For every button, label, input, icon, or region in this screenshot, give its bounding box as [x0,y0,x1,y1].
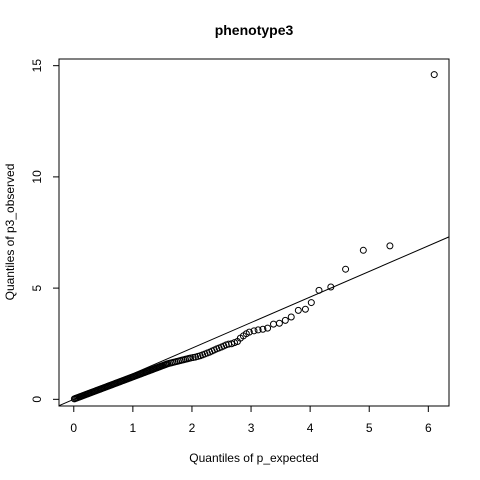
y-axis: 0 5 10 15 [30,59,59,403]
data-point [301,305,309,313]
data-point [228,340,236,348]
y-tick-label: 0 [30,396,44,403]
data-point [281,316,289,324]
data-point [307,299,315,307]
y-tick-label: 10 [30,170,44,184]
chart-title: phenotype3 [215,22,294,38]
data-point [386,242,394,250]
data-point [342,265,350,273]
data-point [430,71,438,79]
plot-box [58,58,450,407]
data-point [259,325,267,333]
data-points [70,71,438,403]
data-point [250,327,258,335]
x-tick-label: 4 [307,421,314,435]
x-tick-label: 2 [189,421,196,435]
data-point [359,246,367,254]
x-tick-label: 6 [425,421,432,435]
x-tick-label: 3 [248,421,255,435]
y-tick-label: 15 [30,59,44,73]
data-point [315,286,323,294]
y-tick-label: 5 [30,284,44,291]
x-axis: 0 1 2 3 4 5 6 [70,406,432,435]
data-point [294,306,302,314]
data-point [327,283,335,291]
data-point [275,319,283,327]
x-tick-label: 1 [130,421,137,435]
x-tick-label: 0 [70,421,77,435]
data-point [264,324,272,332]
data-point [254,326,262,334]
data-point [231,339,238,347]
data-point [270,320,277,328]
data-point [287,313,295,321]
x-tick-label: 5 [366,421,373,435]
x-axis-label: Quantiles of p_expected [189,451,318,465]
data-point [245,328,253,336]
y-axis-label: Quantiles of p3_observed [3,164,17,301]
